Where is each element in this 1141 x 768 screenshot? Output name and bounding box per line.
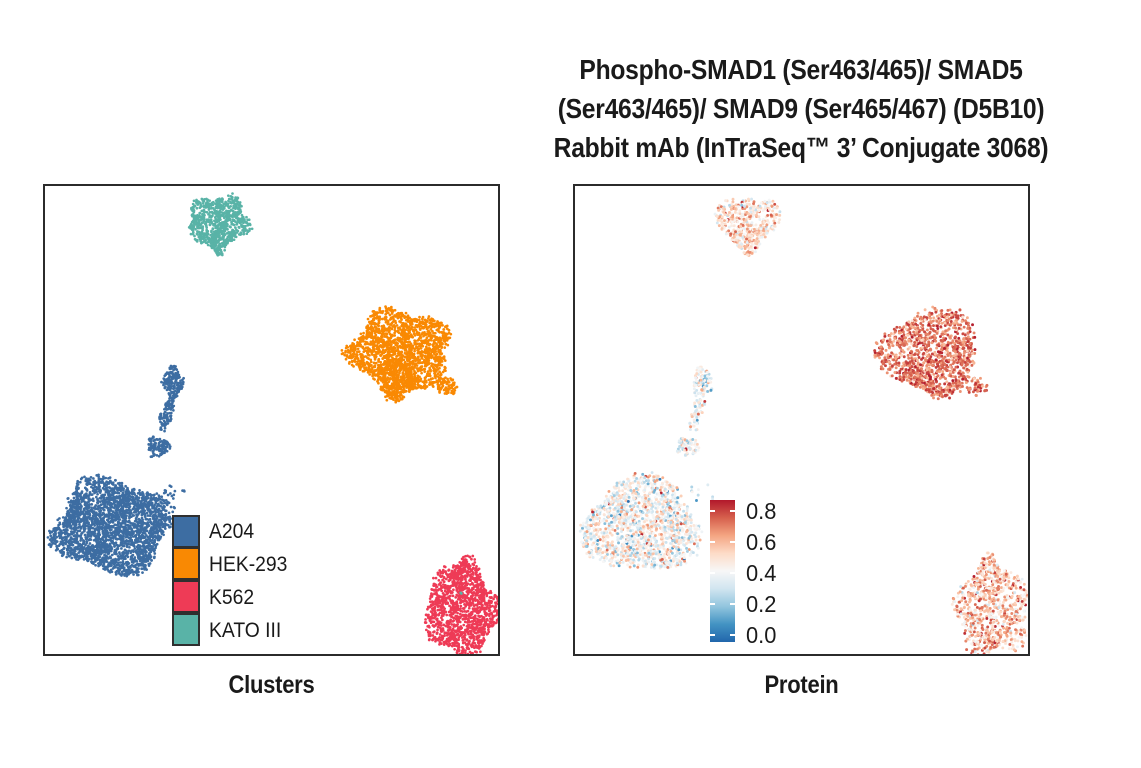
colorbar-tick-mark <box>710 603 715 605</box>
colorbar-tick-0.2: 0.2 <box>746 591 777 617</box>
legend-label-a204: A204 <box>209 519 255 543</box>
colorbar-tick-mark <box>730 510 735 512</box>
colorbar-tick-mark <box>730 541 735 543</box>
clusters-scatter-canvas <box>45 186 498 654</box>
title-line-1: Phospho-SMAD1 (Ser463/465)/ SMAD5 <box>579 54 1023 85</box>
legend-item-k562: K562 <box>172 580 294 614</box>
colorbar-tick-mark <box>730 603 735 605</box>
legend-label-k562: K562 <box>209 585 255 609</box>
legend-item-hek293: HEK-293 <box>172 547 294 581</box>
colorbar-tick-0.0: 0.0 <box>746 622 777 648</box>
protein-panel-label: Protein <box>764 671 839 699</box>
colorbar-tick-0.8: 0.8 <box>746 498 777 524</box>
colorbar-tick-0.6: 0.6 <box>746 529 777 555</box>
legend-item-a204: A204 <box>172 515 294 548</box>
legend-swatch-katoiii <box>172 613 200 646</box>
title-line-2: (Ser463/465)/ SMAD9 (Ser465/467) (D5B10) <box>557 93 1045 124</box>
colorbar-tick-mark <box>730 572 735 574</box>
legend-swatch-k562 <box>172 580 200 613</box>
clusters-panel-label: Clusters <box>228 671 315 699</box>
legend-swatch-a204 <box>172 515 200 548</box>
figure-title: Phospho-SMAD1 (Ser463/465)/ SMAD5 (Ser46… <box>517 50 1085 167</box>
colorbar-gradient <box>710 500 735 642</box>
colorbar-tick-mark <box>710 541 715 543</box>
cluster-legend: A204 HEK-293 K562 KATO III <box>172 515 294 647</box>
legend-swatch-hek293 <box>172 547 200 580</box>
title-line-3: Rabbit mAb (InTraSeq™ 3’ Conjugate 3068) <box>553 132 1049 163</box>
legend-label-hek293: HEK-293 <box>209 552 288 576</box>
legend-item-katoiii: KATO III <box>172 613 294 647</box>
colorbar: 0.8 0.6 0.4 0.2 0.0 <box>710 498 830 648</box>
colorbar-tick-mark <box>710 510 715 512</box>
protein-scatter-canvas <box>575 186 1028 654</box>
clusters-panel: A204 HEK-293 K562 KATO III <box>43 184 500 656</box>
colorbar-tick-mark <box>710 572 715 574</box>
colorbar-tick-mark <box>710 634 715 636</box>
legend-label-katoiii: KATO III <box>209 618 282 642</box>
protein-panel: 0.8 0.6 0.4 0.2 0.0 <box>573 184 1030 656</box>
colorbar-tick-0.4: 0.4 <box>746 560 777 586</box>
colorbar-tick-mark <box>730 634 735 636</box>
